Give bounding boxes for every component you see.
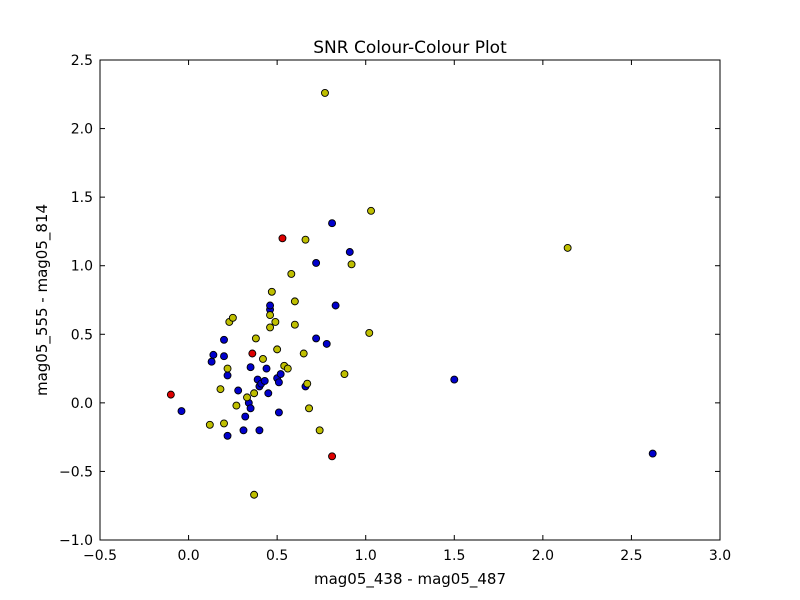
data-point-s1-6 xyxy=(232,401,241,410)
data-point-s0-3 xyxy=(220,352,228,361)
y-tick-label-7: 2.5 xyxy=(71,53,93,69)
data-point-s0-23 xyxy=(274,378,283,387)
data-point-s1-13 xyxy=(266,311,275,320)
data-point-s2-1 xyxy=(248,349,257,358)
y-tick-label-1: −0.5 xyxy=(59,464,93,480)
data-point-s1-10 xyxy=(251,334,260,343)
data-point-s0-28 xyxy=(312,259,321,267)
y-tick-label-6: 2.0 xyxy=(71,122,93,138)
data-point-s0-9 xyxy=(241,412,250,421)
data-point-s0-25 xyxy=(276,370,285,379)
data-point-s2-2 xyxy=(278,234,287,243)
y-tick-label-2: 0.0 xyxy=(71,396,93,412)
data-point-s1-27 xyxy=(321,88,329,97)
data-point-s1-5 xyxy=(228,313,237,322)
data-point-s0-21 xyxy=(266,301,275,310)
points-layer xyxy=(166,88,657,499)
y-tick-label-4: 1.0 xyxy=(71,259,93,275)
x-tick-label-3: 1.0 xyxy=(355,548,377,564)
data-point-s1-9 xyxy=(250,389,259,398)
data-point-s0-0 xyxy=(177,407,186,416)
data-point-s1-19 xyxy=(287,269,296,278)
data-point-s0-12 xyxy=(246,363,255,372)
x-tick-label-2: 0.5 xyxy=(266,548,288,564)
data-point-s1-0 xyxy=(205,420,214,429)
y-tick-label-0: −1.0 xyxy=(59,533,93,549)
data-point-s0-17 xyxy=(260,376,269,385)
data-point-s0-2 xyxy=(209,350,218,359)
data-point-s0-34 xyxy=(648,449,657,458)
chart-title: SNR Colour-Colour Plot xyxy=(313,38,507,58)
data-point-s1-1 xyxy=(216,385,225,394)
y-tick-label-3: 0.5 xyxy=(71,327,93,343)
data-point-s0-19 xyxy=(264,389,273,398)
data-point-s1-8 xyxy=(250,490,259,499)
data-point-s1-23 xyxy=(301,235,310,244)
data-point-s0-14 xyxy=(255,426,264,435)
data-point-s0-6 xyxy=(223,371,232,380)
data-point-s0-5 xyxy=(223,431,232,440)
data-point-s0-24 xyxy=(274,408,283,417)
data-point-s0-8 xyxy=(239,426,248,435)
data-point-s1-14 xyxy=(267,287,276,296)
data-point-s0-11 xyxy=(246,404,255,413)
x-axis-label: mag05_438 - mag05_487 xyxy=(314,570,506,589)
data-point-s0-30 xyxy=(328,219,337,228)
x-tick-label-1: 0.0 xyxy=(177,548,199,564)
x-tick-label-5: 2.0 xyxy=(532,548,554,564)
y-axis-label: mag05_555 - mag05_814 xyxy=(33,204,52,396)
data-point-s1-30 xyxy=(365,328,374,337)
data-point-s1-15 xyxy=(271,317,280,326)
data-point-s1-28 xyxy=(340,370,349,379)
data-point-s1-7 xyxy=(243,393,251,402)
x-tick-label-4: 1.5 xyxy=(443,548,465,564)
x-tick-label-0: −0.5 xyxy=(83,548,117,564)
data-point-s1-20 xyxy=(290,320,299,329)
y-tick-label-5: 1.5 xyxy=(71,190,93,206)
plot-frame xyxy=(99,59,721,541)
data-point-s1-3 xyxy=(223,364,232,373)
x-tick-label-6: 2.5 xyxy=(620,548,642,564)
data-point-s1-32 xyxy=(563,243,572,252)
data-point-s0-18 xyxy=(262,364,271,373)
data-point-s1-29 xyxy=(347,260,356,269)
data-point-s2-0 xyxy=(166,390,175,399)
data-point-s2-3 xyxy=(328,452,337,461)
data-point-s0-33 xyxy=(450,375,459,384)
ticks-layer: −0.5 0.0 0.5 1.0 1.5 2.0 2.5 3.0−1.0−0.50.00.51… xyxy=(59,53,731,564)
data-point-s1-18 xyxy=(283,364,292,373)
data-point-s1-31 xyxy=(367,206,375,215)
data-point-s0-27 xyxy=(312,334,321,343)
data-point-s1-2 xyxy=(220,419,228,428)
data-point-s0-32 xyxy=(345,248,354,256)
data-point-s0-7 xyxy=(234,386,243,395)
data-point-s1-25 xyxy=(305,404,313,413)
data-point-s0-4 xyxy=(220,335,228,344)
data-point-s0-31 xyxy=(331,301,340,310)
data-point-s1-16 xyxy=(273,345,282,354)
data-point-s1-12 xyxy=(266,323,275,332)
data-point-s1-22 xyxy=(299,349,308,358)
data-point-s0-1 xyxy=(207,357,216,366)
data-point-s0-29 xyxy=(322,339,331,348)
data-point-s1-26 xyxy=(315,426,324,435)
data-point-s1-24 xyxy=(303,379,312,388)
x-tick-label-7: 3.0 xyxy=(709,548,731,564)
data-point-s1-21 xyxy=(290,297,299,306)
data-point-s1-11 xyxy=(259,355,267,363)
